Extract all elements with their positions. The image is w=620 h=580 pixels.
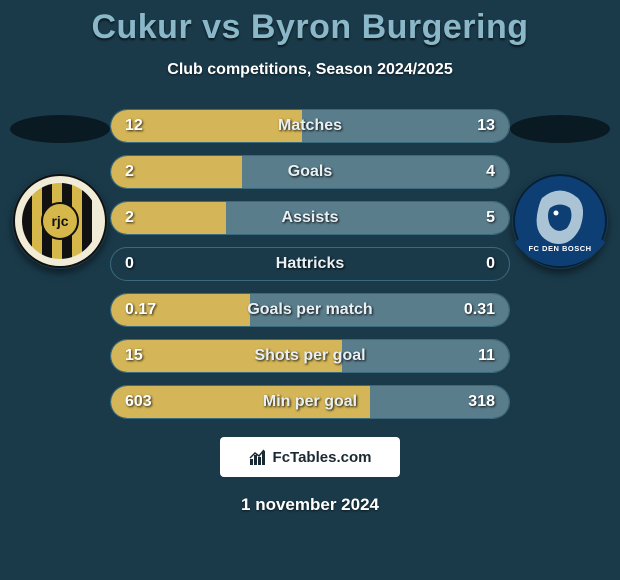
stat-row: 0 0 Hattricks (110, 247, 510, 281)
stat-label: Matches (278, 117, 342, 135)
left-club-crest: rjc (12, 173, 108, 269)
left-crest-text: rjc (51, 213, 68, 229)
right-crest-text: FC DEN BOSCH (528, 244, 591, 253)
stat-value-right: 11 (478, 347, 495, 365)
stat-row: 15 11 Shots per goal (110, 339, 510, 373)
stat-value-right: 4 (486, 163, 495, 181)
stat-label: Goals per match (247, 301, 372, 319)
right-shadow-ellipse (510, 115, 610, 143)
footer-date: 1 november 2024 (0, 495, 620, 515)
stat-value-left: 603 (125, 393, 152, 411)
stat-value-left: 0.17 (125, 301, 156, 319)
fc-den-bosch-crest-icon: FC DEN BOSCH (512, 173, 608, 269)
stat-row: 2 4 Goals (110, 155, 510, 189)
bar-fill-right (226, 202, 509, 234)
brand-logo: FcTables.com (220, 437, 400, 477)
stat-value-left: 0 (125, 255, 134, 273)
stat-value-left: 2 (125, 209, 134, 227)
page-title: Cukur vs Byron Burgering (0, 0, 620, 47)
left-shadow-ellipse (10, 115, 110, 143)
stat-value-left: 15 (125, 347, 143, 365)
page-subtitle: Club competitions, Season 2024/2025 (0, 61, 620, 79)
stat-label: Hattricks (276, 255, 344, 273)
stat-label: Shots per goal (254, 347, 365, 365)
stat-value-right: 0 (486, 255, 495, 273)
stat-row: 2 5 Assists (110, 201, 510, 235)
stat-row: 603 318 Min per goal (110, 385, 510, 419)
stat-label: Min per goal (263, 393, 357, 411)
roda-jc-crest-icon: rjc (12, 173, 108, 269)
stat-value-left: 2 (125, 163, 134, 181)
left-player-area: rjc (0, 115, 120, 269)
right-player-area: FC DEN BOSCH (500, 115, 620, 269)
stat-value-right: 5 (486, 209, 495, 227)
stat-value-left: 12 (125, 117, 143, 135)
comparison-bars: 12 13 Matches 2 4 Goals 2 5 Assists 0 0 Hattricks 0.… (110, 109, 510, 419)
stat-label: Assists (282, 209, 339, 227)
stat-value-right: 318 (468, 393, 495, 411)
right-club-crest: FC DEN BOSCH (512, 173, 608, 269)
stat-row: 12 13 Matches (110, 109, 510, 143)
stat-value-right: 13 (477, 117, 495, 135)
chart-icon (249, 447, 269, 467)
brand-text: FcTables.com (273, 449, 372, 466)
stat-label: Goals (288, 163, 332, 181)
stat-value-right: 0.31 (464, 301, 495, 319)
stat-row: 0.17 0.31 Goals per match (110, 293, 510, 327)
bar-fill-right (242, 156, 509, 188)
